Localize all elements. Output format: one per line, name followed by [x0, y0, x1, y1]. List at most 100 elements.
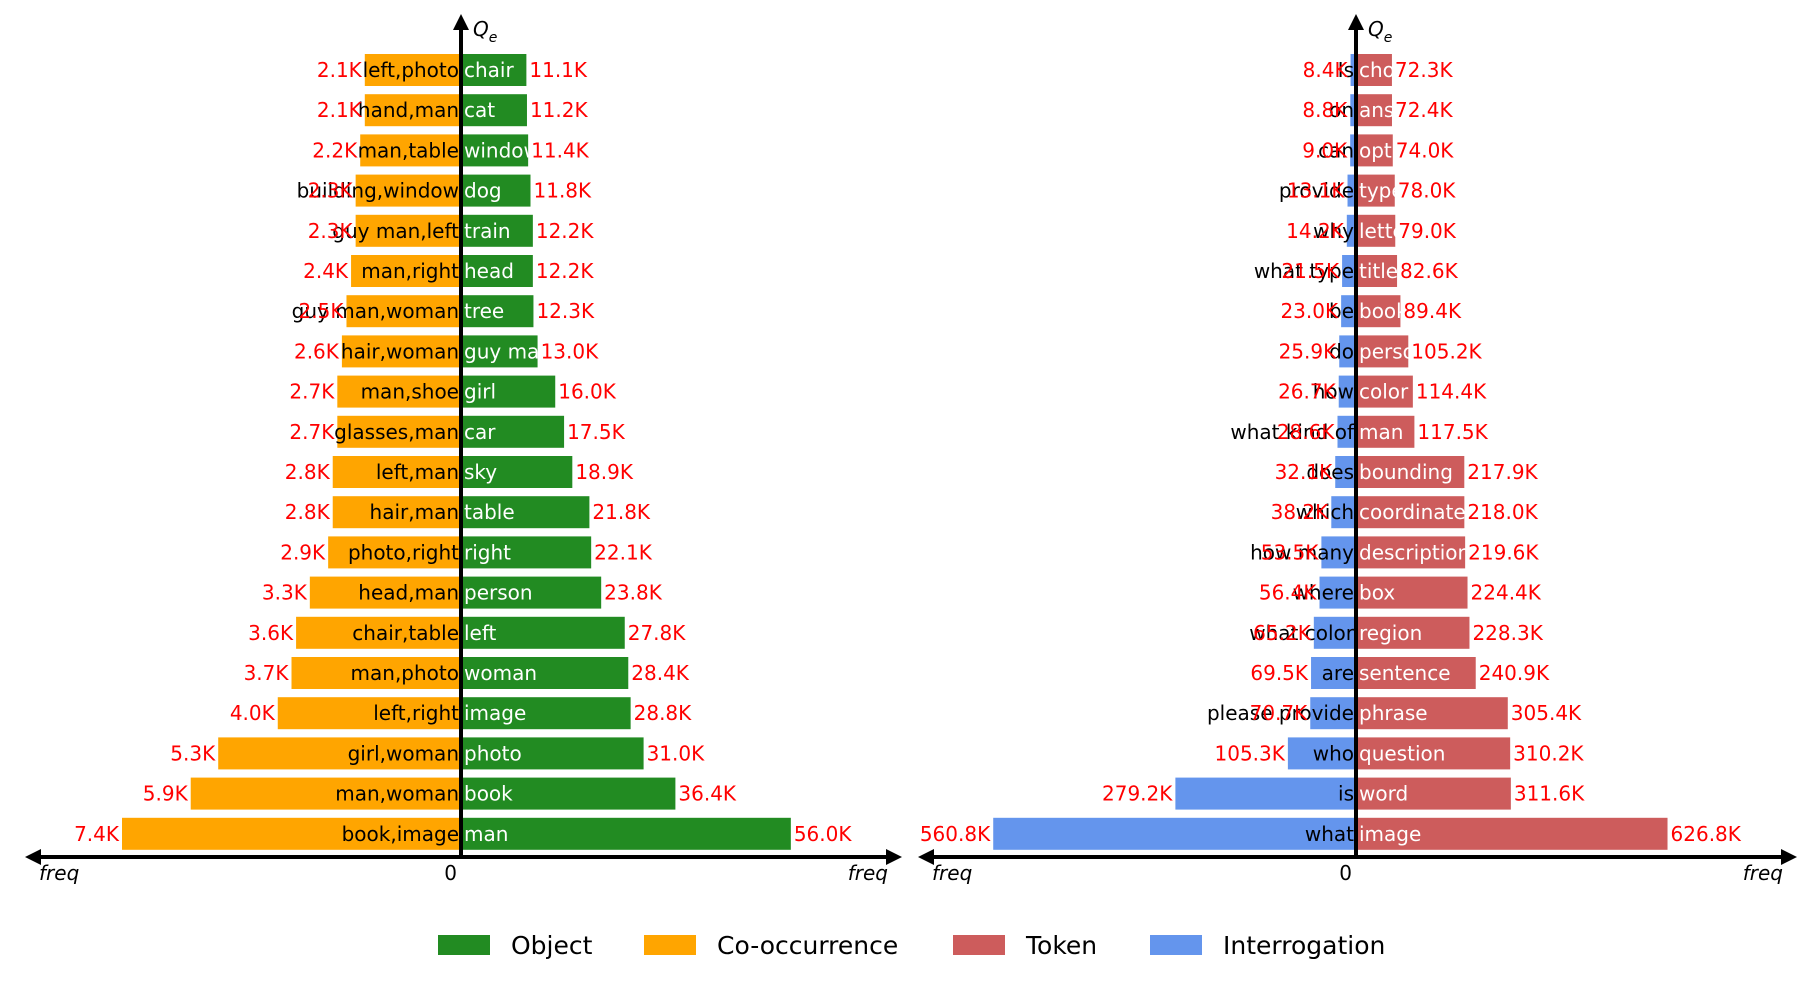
bar-left — [351, 255, 461, 287]
bar-right-category-label: person — [1359, 339, 1428, 363]
bar-left — [1311, 657, 1356, 689]
bar-left-value-label: 53.5K — [1261, 540, 1320, 564]
legend-swatch — [644, 935, 696, 955]
bar-left-category-label: man,photo — [351, 661, 459, 685]
bar-left-value-label: 7.4K — [74, 822, 120, 846]
bar-left — [355, 214, 461, 247]
bar-left-value-label: 105.3K — [1215, 741, 1286, 765]
bar-right-category-label: color — [1359, 380, 1409, 404]
bar-right — [461, 697, 631, 730]
bar-right — [1356, 697, 1508, 730]
bar-left — [309, 576, 461, 609]
bar-left — [1287, 737, 1356, 770]
bar-right-value-label: 82.6K — [1400, 259, 1459, 283]
bar-left-category-label: what color — [1249, 621, 1355, 645]
bar-left — [346, 295, 461, 328]
bar-right-value-label: 224.4K — [1471, 581, 1542, 605]
y-axis-label: Qe — [473, 17, 497, 46]
bar-right-category-label: left — [464, 621, 497, 645]
bar-right-category-label: region — [1359, 621, 1422, 645]
bar-left-value-label: 2.1K — [317, 58, 363, 82]
bar-left-value-label: 560.8K — [920, 822, 991, 846]
bar-right — [1356, 94, 1392, 127]
bar-right-category-label: table — [464, 500, 515, 524]
bar-right — [1356, 456, 1465, 488]
bar-right — [461, 94, 527, 127]
bar-right-value-label: 11.2K — [530, 98, 589, 122]
bar-left-category-label: photo,right — [348, 540, 459, 564]
bar-right — [1356, 255, 1398, 287]
x-axis-left-arrow — [25, 849, 41, 865]
bar-right — [461, 295, 534, 328]
bar-right-value-label: 12.3K — [536, 299, 595, 323]
bar-left-category-label: provide — [1279, 179, 1354, 203]
bar-left-value-label: 13.1K — [1287, 179, 1346, 203]
bar-left — [1350, 54, 1356, 86]
bar-right — [1356, 214, 1396, 247]
bar-right-category-label: book — [1359, 299, 1408, 323]
bar-left — [337, 415, 461, 448]
bar-left-category-label: does — [1306, 460, 1354, 484]
bar-left-category-label: can — [1318, 138, 1354, 162]
bar-left-value-label: 3.6K — [248, 621, 294, 645]
bar-left — [122, 817, 462, 850]
bar-right-category-label: option — [1359, 138, 1422, 162]
bar-right-value-label: 311.6K — [1514, 782, 1585, 806]
bar-left-value-label: 14.2K — [1286, 219, 1345, 243]
bar-left-category-label: be — [1329, 299, 1354, 323]
bar-right-category-label: tree — [464, 299, 504, 323]
bar-left-value-label: 65.2K — [1253, 621, 1312, 645]
bar-right-category-label: man — [464, 822, 508, 846]
bar-right — [461, 54, 527, 86]
bar-left — [332, 456, 461, 488]
legend-swatch — [953, 935, 1005, 955]
bar-right-value-label: 89.4K — [1403, 299, 1462, 323]
bar-left-value-label: 38.2K — [1271, 500, 1330, 524]
bar-right-category-label: answer — [1359, 98, 1432, 122]
bar-left — [1339, 335, 1356, 368]
bar-right-value-label: 28.8K — [634, 701, 693, 725]
bar-right-category-label: image — [1359, 822, 1421, 846]
bar-right — [1356, 817, 1668, 850]
bar-left-category-label: man,woman — [335, 782, 459, 806]
bar-left-category-label: left,photo — [363, 58, 459, 82]
bar-right-category-label: cat — [464, 98, 495, 122]
bar-right-category-label: choice — [1359, 58, 1424, 82]
y-axis-arrow — [1348, 14, 1364, 30]
bar-right-value-label: 74.0K — [1396, 138, 1455, 162]
bar-right-value-label: 11.1K — [529, 58, 588, 82]
bar-left — [1337, 415, 1356, 448]
bar-right-category-label: coordinate — [1359, 500, 1466, 524]
bar-left-value-label: 28.6K — [1277, 420, 1336, 444]
bar-right — [1356, 54, 1392, 86]
bar-left-category-label: man,shoe — [361, 380, 459, 404]
bar-left-value-label: 2.3K — [308, 179, 354, 203]
bar-left — [1310, 697, 1356, 730]
bar-left-value-label: 26.7K — [1278, 380, 1337, 404]
bar-left — [190, 777, 461, 810]
bar-left-value-label: 3.7K — [244, 661, 290, 685]
bar-left-category-label: Is — [1338, 58, 1354, 82]
bar-right-value-label: 114.4K — [1416, 380, 1487, 404]
bar-left — [355, 174, 461, 207]
bar-right-value-label: 18.9K — [575, 460, 634, 484]
bar-left-value-label: 2.2K — [312, 138, 358, 162]
legend-swatch — [1150, 935, 1202, 955]
legend-label: Object — [511, 931, 593, 960]
bar-left — [1350, 94, 1356, 127]
bar-left-value-label: 25.9K — [1279, 339, 1338, 363]
bar-right — [461, 777, 676, 810]
x-axis-left-label: freq — [39, 861, 79, 885]
bar-right-category-label: woman — [464, 661, 537, 685]
legend-label: Token — [1025, 931, 1097, 960]
y-axis-label-subscript: e — [489, 30, 498, 46]
bar-left — [1321, 536, 1356, 569]
bar-right — [1356, 174, 1395, 207]
bar-left — [360, 134, 461, 167]
bar-left — [1342, 255, 1356, 287]
bar-right-value-label: 219.6K — [1468, 540, 1539, 564]
bar-right-category-label: sentence — [1359, 661, 1451, 685]
bar-left — [341, 335, 461, 368]
bar-right — [1356, 335, 1409, 368]
